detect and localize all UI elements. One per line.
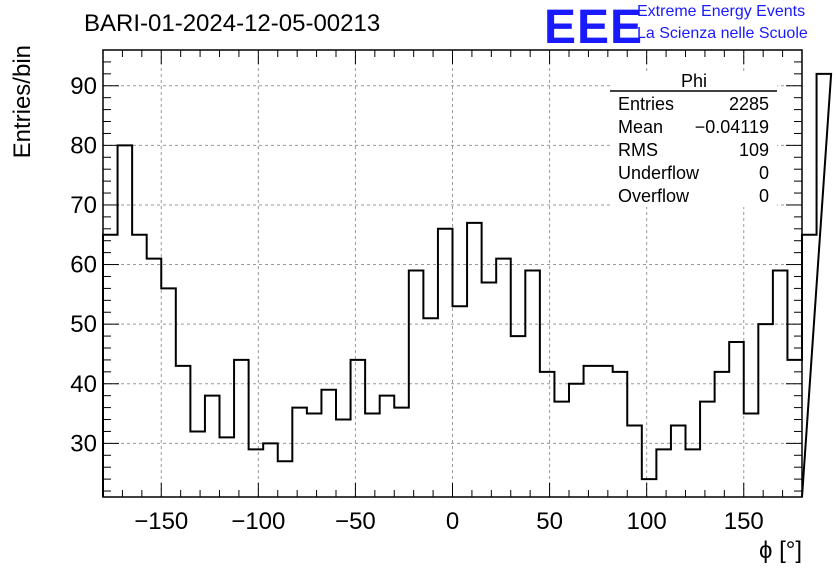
stats-row-value: 0 — [759, 163, 769, 183]
stats-row-label: Entries — [618, 94, 674, 114]
y-tick-label: 40 — [70, 371, 97, 398]
y-tick-label: 50 — [70, 311, 97, 338]
x-tick-label: 100 — [627, 508, 667, 535]
y-tick-label: 90 — [70, 73, 97, 100]
y-tick-label: 70 — [70, 192, 97, 219]
page-title: BARI-01-2024-12-05-00213 — [84, 10, 381, 37]
eee-logo: EEE — [544, 1, 644, 54]
stats-row-label: Mean — [618, 117, 663, 137]
histogram-series — [102, 72, 833, 498]
y-axis-label: Entries/bin — [9, 45, 36, 158]
tick-labels: −150 −100 −50 0 50 100 150 30 40 50 60 70 80 90 — [70, 73, 763, 535]
stats-row-value: 2285 — [729, 94, 769, 114]
y-tick-label: 30 — [70, 430, 97, 457]
x-tick-label: 150 — [724, 508, 764, 535]
x-tick-label: −100 — [231, 508, 285, 535]
x-tick-label: 0 — [446, 508, 459, 535]
stats-box: Phi Entries 2285 Mean −0.04119 RMS 109 Underfl… — [610, 71, 777, 207]
stats-row-value: 0 — [759, 186, 769, 206]
y-tick-label: 80 — [70, 132, 97, 159]
logo-line-2: La Scienza nelle Scuole — [637, 25, 808, 42]
x-tick-label: −50 — [335, 508, 376, 535]
logo-line-1: Extreme Energy Events — [637, 3, 806, 20]
x-tick-label: −150 — [134, 508, 188, 535]
y-tick-label: 60 — [70, 252, 97, 279]
stats-row-label: RMS — [618, 140, 658, 160]
x-tick-label: 50 — [536, 508, 563, 535]
stats-row-label: Underflow — [618, 163, 700, 183]
stats-row-value: −0.04119 — [695, 117, 769, 137]
stats-row-value: 109 — [739, 140, 769, 160]
stats-box-name: Phi — [681, 71, 707, 91]
axis-ticks — [102, 49, 803, 497]
x-axis-label: ϕ [°] — [759, 537, 802, 564]
stats-row-label: Overflow — [618, 186, 690, 206]
